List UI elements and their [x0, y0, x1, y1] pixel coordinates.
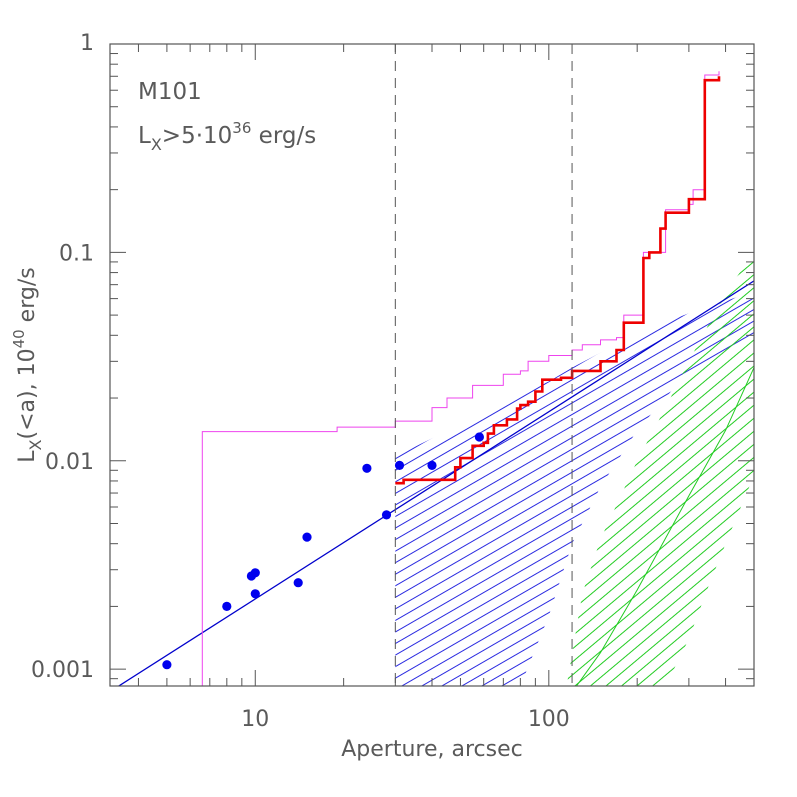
model-lines — [117, 280, 754, 686]
x-axis-title: Aperture, arcsec — [341, 737, 522, 762]
data-point — [381, 510, 392, 520]
y-tick-label: 1 — [80, 31, 94, 56]
red-cumulative-step — [395, 76, 721, 485]
y-tick-label: 0.01 — [45, 450, 94, 475]
aperture-markers — [394, 44, 573, 686]
data-point — [250, 589, 260, 599]
data-point — [394, 460, 405, 470]
axis-ticks — [110, 43, 755, 686]
x-tick-label: 100 — [528, 707, 570, 732]
galaxy-label: M101 — [138, 79, 202, 105]
x-tick-label: 10 — [241, 707, 269, 732]
data-point — [302, 532, 312, 542]
data-point — [474, 432, 484, 442]
data-point — [162, 660, 172, 670]
data-point — [362, 463, 372, 473]
y-tick-label: 0.1 — [59, 241, 94, 266]
y-tick-label: 0.001 — [31, 658, 94, 683]
green-model-line — [575, 367, 754, 686]
y-axis-title: LX(<a), 1040 erg/s — [10, 267, 45, 462]
data-point — [427, 460, 437, 470]
data-point — [293, 578, 303, 588]
data-points — [162, 432, 484, 670]
data-point — [250, 568, 260, 578]
green-hatched-band — [566, 252, 754, 686]
blue-hatched-band — [395, 291, 754, 686]
luminosity-limit-label: LX>5·1036 erg/s — [138, 119, 316, 154]
blue-model-line — [117, 280, 754, 686]
uncertainty-bands — [395, 252, 754, 686]
tick-labels: 10 100 0.001 0.01 0.1 1 — [31, 31, 570, 732]
data-point — [222, 601, 232, 612]
